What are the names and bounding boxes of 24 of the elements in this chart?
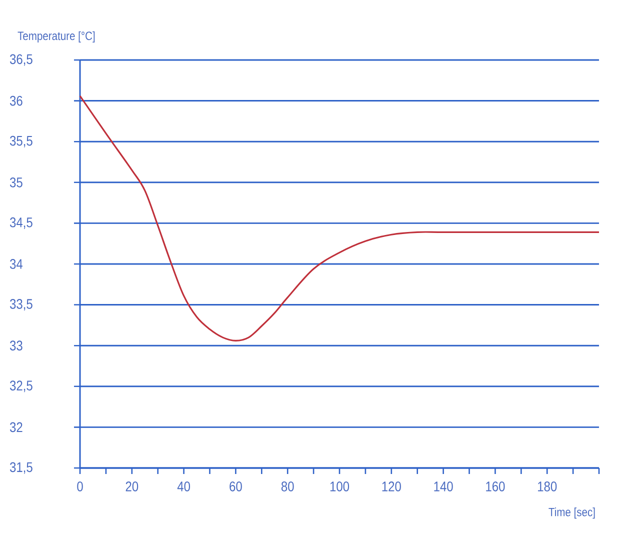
x-tick-label: 140 — [434, 481, 453, 492]
y-tick-label: 34,5 — [10, 217, 32, 229]
x-tick-label: 60 — [230, 481, 242, 492]
x-tick-label: 160 — [486, 481, 505, 492]
y-tick-label: 36,5 — [10, 54, 32, 66]
y-axis-title: Temperature [°C] — [18, 31, 95, 42]
y-tick-label: 33 — [10, 340, 22, 351]
y-tick-label: 32,5 — [10, 380, 32, 392]
x-tick-label: 20 — [126, 481, 138, 492]
x-tick-label: 0 — [77, 481, 83, 492]
y-tick-label: 33,5 — [10, 299, 32, 311]
y-tick-label: 35 — [10, 177, 22, 188]
y-tick-label: 32 — [10, 422, 22, 432]
x-tick-label: 100 — [330, 481, 350, 492]
y-tick-label: 35,5 — [10, 136, 32, 148]
x-tick-label: 180 — [538, 481, 557, 492]
y-tick-label: 36 — [10, 96, 22, 106]
x-tick-label: 80 — [281, 481, 294, 492]
x-tick-label: 120 — [382, 481, 401, 492]
y-tick-label: 31,5 — [10, 462, 32, 474]
y-tick-label: 34 — [10, 259, 23, 269]
line-series — [79, 95, 600, 342]
x-axis-title: Time [sec] — [548, 508, 595, 519]
x-tick-label: 40 — [177, 481, 190, 492]
